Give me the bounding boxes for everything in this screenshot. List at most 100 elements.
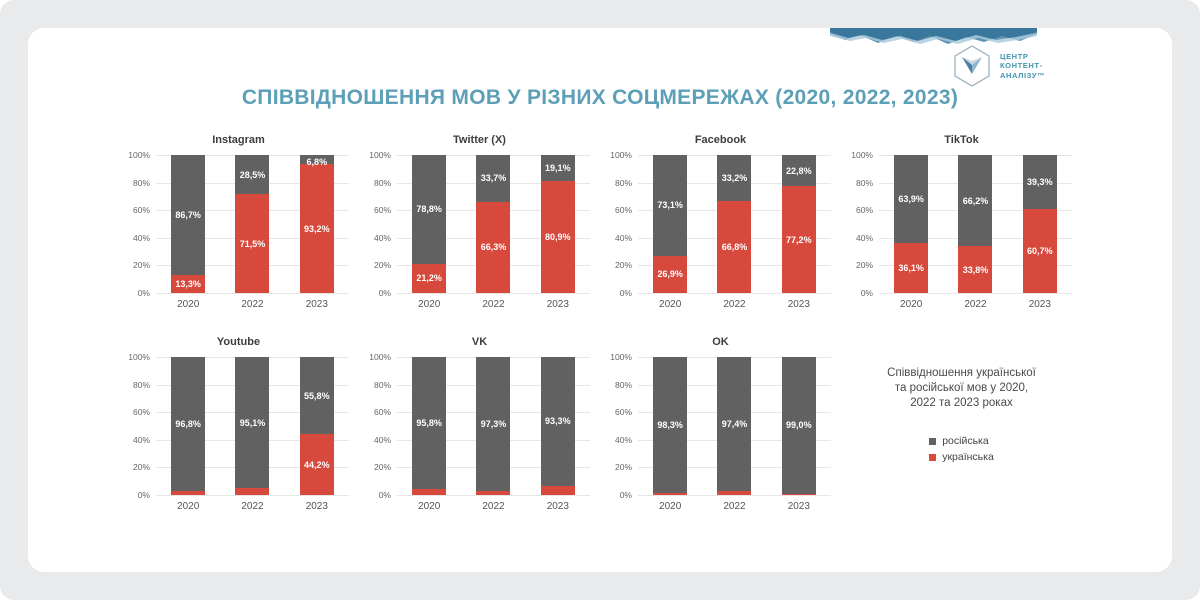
legend-label-ukrainian: українська <box>942 451 994 463</box>
bar-segment <box>717 155 752 201</box>
bar-segment <box>958 246 993 293</box>
plot-row: 0% 20% 40% 60% 80% 100% 36,1% 63,9% 33,8% 66,2% 60… <box>845 150 1078 298</box>
y-tick-label: 60% <box>132 205 150 216</box>
note-text: Співвідношення української та російської… <box>887 367 1036 409</box>
bar-value-label: 33,2% <box>721 172 748 183</box>
bar-value-label: 22,8% <box>786 165 812 176</box>
x-tick-label: 2022 <box>241 299 264 310</box>
y-tick-label: 100% <box>610 150 632 160</box>
x-tick-label: 2020 <box>659 501 682 512</box>
bars: 3,2%96,8% 4,9%95,1% 44,2% 55,8% <box>156 357 349 495</box>
bar-segment <box>540 181 575 293</box>
bar-segment <box>171 155 206 275</box>
x-axis: 2020 2022 2023 <box>879 299 1072 310</box>
legend-item-ukrainian: українська <box>929 451 994 463</box>
y-tick-label: 0% <box>860 288 873 298</box>
y-tick-label: 0% <box>619 288 632 298</box>
note-panel: Співвідношення української та російської… <box>845 336 1078 512</box>
legend-label-russian: російська <box>942 435 989 447</box>
bar-segment <box>781 186 816 293</box>
plot-area: 3,2%96,8% 4,9%95,1% 44,2% 55,8% <box>156 357 355 496</box>
bar: 4,2%95,8% <box>412 357 447 495</box>
y-tick-label: 20% <box>855 260 873 271</box>
bar: 36,1% 63,9% <box>894 155 929 293</box>
gridline <box>397 293 590 294</box>
x-tick-label: 2023 <box>787 501 810 512</box>
chart-youtube: Youtube 0% 20% 40% 60% 80% 100% 3,2%96,8% 4,9%95… <box>122 336 355 512</box>
x-tick-label: 2023 <box>787 299 810 310</box>
bar: 6,7%93,3% <box>540 357 575 495</box>
legend-swatch-ukrainian <box>929 453 937 461</box>
infographic-card: ЦЕНТР КОНТЕНТ- АНАЛІЗУ™ СПІВВІДНОШЕННЯ М… <box>28 28 1172 572</box>
y-tick-label: 20% <box>373 260 391 271</box>
bar-segment <box>1022 209 1057 293</box>
bar: 1,0%99,0% <box>781 357 816 495</box>
x-tick-label: 2022 <box>723 299 746 310</box>
y-tick-label: 80% <box>132 379 150 390</box>
x-tick-label: 2022 <box>964 299 987 310</box>
bar-segment <box>717 357 752 492</box>
bar: 71,5% 28,5% <box>235 155 270 293</box>
bar-value-label: 60,7% <box>1027 246 1053 257</box>
bar-segment <box>476 155 511 202</box>
bar-segment <box>235 155 270 195</box>
y-tick-label: 100% <box>369 352 391 362</box>
bar: 66,8% 33,2% <box>717 155 752 293</box>
chart-tiktok: TikTok 0% 20% 40% 60% 80% 100% 36,1% 63,9% 33,8% 6… <box>845 134 1078 310</box>
bar-value-label: 66,8% <box>721 241 748 252</box>
y-tick-label: 80% <box>614 379 632 390</box>
bar-segment <box>781 357 816 494</box>
bars: 13,3% 86,7% 71,5% 28,5% 93,2% 6,8% <box>156 155 349 293</box>
bar-value-label: 33,7% <box>480 173 507 184</box>
y-tick-label: 80% <box>132 177 150 188</box>
bar: 2,6%97,4% <box>717 357 752 495</box>
bar-value-label: 63,9% <box>898 194 924 205</box>
y-tick-label: 0% <box>619 490 632 500</box>
y-tick-label: 80% <box>855 177 873 188</box>
plot-row: 0% 20% 40% 60% 80% 100% 26,9% 73,1% 66,8% 33,2% 77… <box>604 150 837 298</box>
plot-row: 0% 20% 40% 60% 80% 100% 3,2%96,8% 4,9%95,1% 44,2… <box>122 352 355 500</box>
bar-segment <box>540 357 575 486</box>
y-axis: 0% 20% 40% 60% 80% 100% <box>604 150 638 298</box>
bar-segment <box>235 357 270 489</box>
bar-segment <box>299 434 334 495</box>
bar: 44,2% 55,8% <box>299 357 334 495</box>
bar-value-label: 80,9% <box>545 232 571 243</box>
bar: 13,3% 86,7% <box>171 155 206 293</box>
bar-segment <box>717 491 752 495</box>
x-tick-label: 2022 <box>241 501 264 512</box>
chart-title: OK <box>712 336 729 348</box>
bar-segment <box>653 255 688 293</box>
chart-facebook: Facebook 0% 20% 40% 60% 80% 100% 26,9% 73,1% 66,8… <box>604 134 837 310</box>
bar-segment <box>1022 155 1057 210</box>
logo: ЦЕНТР КОНТЕНТ- АНАЛІЗУ™ <box>952 44 1045 88</box>
y-axis: 0% 20% 40% 60% 80% 100% <box>845 150 879 298</box>
bar-value-label: 97,4% <box>721 419 748 430</box>
gridline <box>397 495 590 496</box>
y-tick-label: 20% <box>373 462 391 473</box>
y-tick-label: 100% <box>610 352 632 362</box>
bar: 93,2% 6,8% <box>299 155 334 293</box>
bar-value-label: 66,2% <box>962 195 989 206</box>
legend: російська українська <box>929 435 994 463</box>
bar-segment <box>412 489 447 495</box>
bar-value-label: 44,2% <box>304 459 330 470</box>
bar-value-label: 28,5% <box>239 169 266 180</box>
y-tick-label: 20% <box>132 462 150 473</box>
gridline <box>156 495 349 496</box>
x-axis: 2020 2022 2023 <box>638 299 831 310</box>
y-axis: 0% 20% 40% 60% 80% 100% <box>363 150 397 298</box>
x-tick-label: 2023 <box>546 299 569 310</box>
bar-value-label: 13,3% <box>175 278 201 289</box>
charts-grid: Instagram 0% 20% 40% 60% 80% 100% 13,3% 86,7% 71,… <box>122 134 1078 512</box>
x-axis: 2020 2022 2023 <box>638 501 831 512</box>
y-tick-label: 40% <box>373 434 391 445</box>
bar: 2,7%97,3% <box>476 357 511 495</box>
x-axis: 2020 2022 2023 <box>397 501 590 512</box>
bar: 1,7%98,3% <box>653 357 688 495</box>
bar-segment <box>653 357 688 493</box>
bar-value-label: 96,8% <box>175 418 201 429</box>
bars: 21,2% 78,8% 66,3% 33,7% 80,9% 19,1% <box>397 155 590 293</box>
y-tick-label: 100% <box>128 150 150 160</box>
plot-area: 26,9% 73,1% 66,8% 33,2% 77,2% 22,8% <box>638 155 837 294</box>
